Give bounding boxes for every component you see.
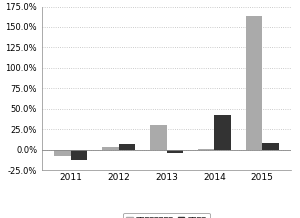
Bar bbox=[167, 150, 183, 153]
Bar bbox=[102, 147, 119, 150]
Bar bbox=[214, 115, 231, 150]
Legend: 富国低碳环保混合, 比较基准: 富国低碳环保混合, 比较基准 bbox=[123, 213, 210, 218]
Bar bbox=[150, 126, 166, 150]
Bar bbox=[54, 150, 71, 156]
Bar bbox=[198, 149, 214, 150]
Bar bbox=[118, 144, 135, 150]
Bar bbox=[262, 143, 279, 150]
Bar bbox=[245, 16, 262, 150]
Bar bbox=[71, 150, 88, 160]
